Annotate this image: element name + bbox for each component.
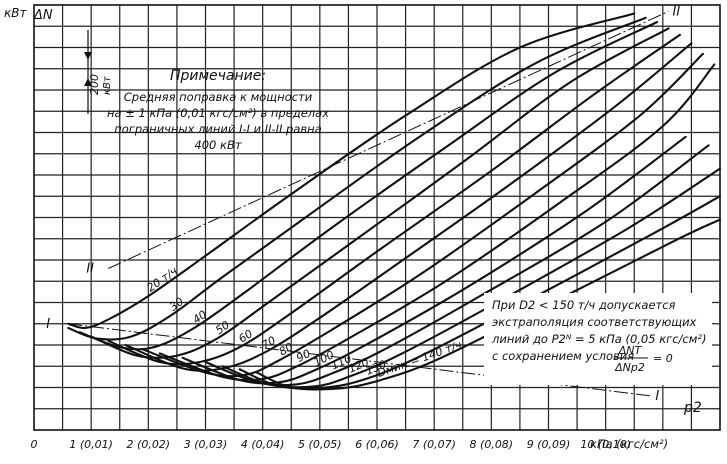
condition-tail: = 0 [653, 352, 673, 365]
x-tick-label: 2 (0,02) [127, 438, 171, 451]
boundary-label: II [86, 262, 94, 277]
x-tick-label: 1 (0,01) [69, 438, 113, 451]
boundary-label: I [46, 317, 50, 332]
x-tick-label: 3 (0,03) [184, 438, 228, 451]
series-label: 70 [259, 334, 278, 352]
x-axis-symbol: p2 [683, 400, 702, 416]
series-line [78, 20, 659, 351]
scale-bar-value: 200 [88, 74, 101, 95]
note-block: Примечание: Средняя поправка к мощности … [107, 68, 329, 152]
boundary-label: II [673, 4, 681, 19]
y-axis-symbol: ΔN [33, 8, 53, 23]
series-label: 50 [213, 318, 232, 337]
series-line [255, 218, 722, 391]
scale-bar: 200 кВт [84, 30, 113, 114]
condition-denominator: ΔNp2 [614, 361, 645, 374]
x-tick-label: 5 (0,05) [298, 438, 342, 451]
series-line [67, 16, 647, 341]
x-tick-label: 6 (0,06) [355, 438, 399, 451]
extrapolation-note: При D2 < 150 т/ч допускается экстраполяц… [484, 293, 712, 385]
scale-bar-unit: кВт [102, 75, 113, 95]
note-title: Примечание: [170, 68, 266, 84]
x-unit-label: кПа (кгс/см²) [590, 437, 668, 451]
extrapolation-line: экстраполяция соответствующих [492, 315, 697, 329]
x-tick-label: 9 (0,09) [527, 438, 571, 451]
series-label: 60 [236, 327, 255, 346]
series-label: 30 [167, 295, 186, 314]
x-tick-label: 4 (0,04) [241, 438, 285, 451]
boundary-label: I [655, 389, 659, 404]
extrapolation-line: При D2 < 150 т/ч допускается [492, 298, 676, 312]
extrapolation-line: с сохранением условия [492, 349, 634, 363]
x-tick-label: 7 (0,07) [412, 438, 456, 451]
condition-numerator: ΔNT [618, 344, 643, 357]
series-label: 20 т/ч [145, 264, 181, 295]
note-line: 400 кВт [194, 138, 241, 152]
note-line: пограничных линий I-I и II-II равна [114, 122, 322, 136]
series-label: 90 [294, 347, 312, 365]
note-line: Средняя поправка к мощности [124, 90, 313, 104]
plot-frame [33, 4, 721, 431]
x-tick-label: 10 (0,10) [580, 438, 631, 451]
y-unit-label: кВт [4, 6, 27, 20]
x-tick-labels: 0 1 (0,01) 2 (0,02) 3 (0,03) 4 (0,04) 5 (0,05… [31, 438, 631, 451]
boundary-line [108, 10, 669, 269]
note-line: на ± 1 кПа (0,01 кгс/см²) в пределах [107, 106, 329, 120]
x-tick-label: 0 [31, 438, 38, 451]
curves [67, 12, 722, 391]
x-tick-label: 8 (0,08) [470, 438, 514, 451]
series-line [67, 12, 636, 330]
series-label: 80 [277, 340, 296, 358]
series-line [90, 27, 670, 359]
series-line [181, 135, 687, 385]
extrapolation-line: линий до P2ᴺ = 5 кПа (0,05 кгс/см²) [491, 332, 707, 346]
